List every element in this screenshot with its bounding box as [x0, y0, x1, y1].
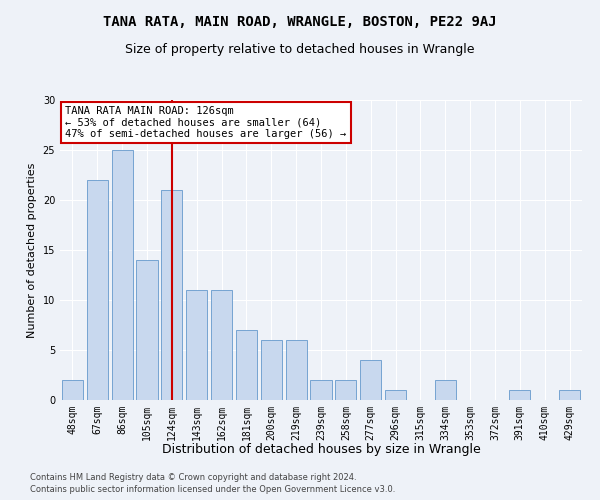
Y-axis label: Number of detached properties: Number of detached properties [27, 162, 37, 338]
Bar [335, 380, 356, 400]
Text: TANA RATA MAIN ROAD: 126sqm
← 53% of detached houses are smaller (64)
47% of sem: TANA RATA MAIN ROAD: 126sqm ← 53% of det… [65, 106, 346, 139]
Text: Contains public sector information licensed under the Open Government Licence v3: Contains public sector information licen… [30, 485, 395, 494]
Bar [286, 340, 307, 400]
Bar [385, 390, 406, 400]
Text: Size of property relative to detached houses in Wrangle: Size of property relative to detached ho… [125, 42, 475, 56]
Bar [161, 190, 182, 400]
Bar [62, 380, 83, 400]
Bar [87, 180, 108, 400]
Bar [261, 340, 282, 400]
Bar [186, 290, 207, 400]
Bar [236, 330, 257, 400]
Text: Distribution of detached houses by size in Wrangle: Distribution of detached houses by size … [161, 442, 481, 456]
Text: Contains HM Land Registry data © Crown copyright and database right 2024.: Contains HM Land Registry data © Crown c… [30, 472, 356, 482]
Bar [136, 260, 158, 400]
Bar [435, 380, 456, 400]
Bar [112, 150, 133, 400]
Bar [559, 390, 580, 400]
Bar [509, 390, 530, 400]
Bar [211, 290, 232, 400]
Bar [360, 360, 381, 400]
Bar [310, 380, 332, 400]
Text: TANA RATA, MAIN ROAD, WRANGLE, BOSTON, PE22 9AJ: TANA RATA, MAIN ROAD, WRANGLE, BOSTON, P… [103, 15, 497, 29]
